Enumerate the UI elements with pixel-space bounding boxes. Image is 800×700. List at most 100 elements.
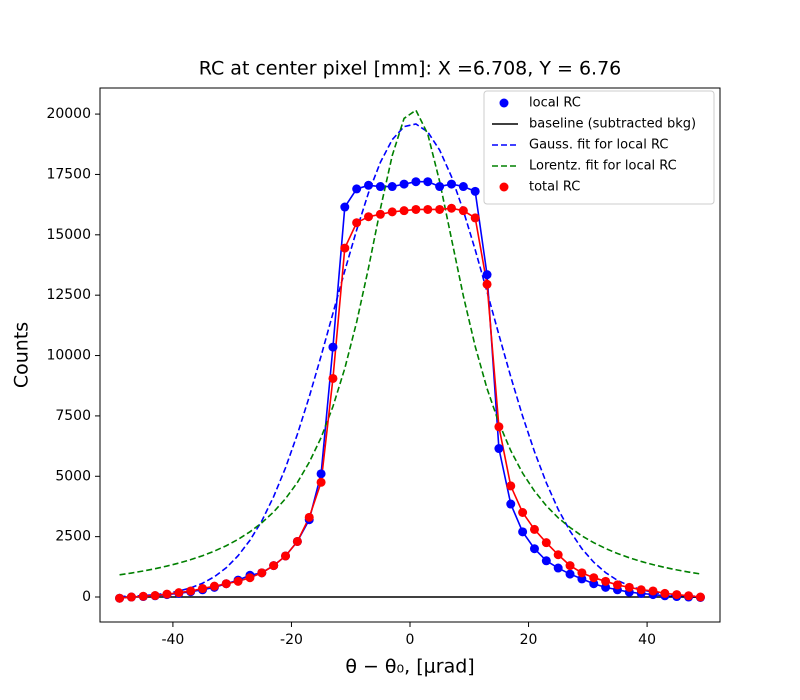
data-point: [198, 584, 208, 594]
data-point: [672, 590, 682, 600]
y-tick-label: 10000: [46, 348, 91, 364]
data-point: [245, 573, 255, 583]
data-point: [612, 580, 622, 590]
series-line: [119, 207, 701, 600]
data-point: [518, 527, 528, 537]
data-point: [174, 588, 184, 598]
data-point: [375, 182, 385, 192]
data-point: [352, 184, 362, 194]
data-point: [601, 576, 611, 586]
x-tick-label: -20: [280, 632, 303, 648]
data-point: [316, 469, 326, 479]
data-point: [186, 586, 196, 596]
legend-label: local RC: [529, 96, 581, 111]
legend-label: baseline (subtracted bkg): [529, 117, 696, 132]
data-point: [458, 206, 468, 216]
data-point: [162, 589, 172, 599]
data-point: [340, 202, 350, 212]
data-point: [446, 203, 456, 213]
x-tick-label: 0: [406, 632, 415, 648]
data-point: [364, 212, 374, 222]
legend: local RC baseline (subtracted bkg) Gauss. …: [483, 90, 715, 205]
data-point: [423, 177, 433, 187]
legend-box: [483, 90, 715, 205]
data-point: [269, 561, 279, 571]
data-point: [435, 182, 445, 192]
y-tick-label: 5000: [55, 468, 91, 484]
data-point: [648, 586, 658, 596]
y-tick-label: 12500: [46, 287, 91, 303]
data-point: [150, 591, 160, 601]
data-point: [435, 204, 445, 214]
data-point: [328, 342, 338, 352]
data-point: [387, 182, 397, 192]
data-point: [364, 180, 374, 190]
data-point: [340, 243, 350, 253]
legend-marker: [499, 98, 509, 108]
series-line: [119, 123, 701, 598]
data-point: [126, 592, 136, 602]
x-axis-label: θ − θ₀, [μrad]: [345, 656, 474, 678]
chart-title: RC at center pixel [mm]: X =6.708, Y = 6…: [199, 58, 622, 80]
y-tick-label: 7500: [55, 408, 91, 424]
x-tick-label: -40: [161, 632, 184, 648]
data-point: [695, 592, 705, 602]
data-point: [470, 213, 480, 223]
data-point: [138, 591, 148, 601]
data-point: [541, 538, 551, 548]
data-point: [281, 551, 291, 561]
data-point: [446, 179, 456, 189]
data-point: [399, 206, 409, 216]
data-point: [529, 524, 539, 534]
data-point: [458, 182, 468, 192]
legend-label: Lorentz. fit for local RC: [529, 159, 677, 174]
data-point: [316, 477, 326, 487]
legend-label: Gauss. fit for local RC: [529, 138, 668, 153]
y-tick-label: 15000: [46, 227, 91, 243]
data-point: [221, 579, 231, 589]
data-point: [660, 588, 670, 598]
data-point: [292, 536, 302, 546]
data-point: [565, 569, 575, 579]
series-line: [119, 109, 701, 576]
data-point: [494, 444, 504, 454]
data-point: [482, 279, 492, 289]
data-point: [553, 550, 563, 560]
y-tick-label: 17500: [46, 166, 91, 182]
series-line: [119, 180, 701, 600]
data-point: [411, 204, 421, 214]
data-point: [328, 373, 338, 383]
data-point: [624, 582, 634, 592]
data-point: [518, 507, 528, 517]
data-point: [352, 218, 362, 228]
y-tick-label: 0: [82, 589, 91, 605]
data-point: [375, 209, 385, 219]
data-point: [589, 573, 599, 583]
data-point: [506, 481, 516, 491]
data-point: [399, 179, 409, 189]
y-axis-label: Counts: [11, 322, 33, 388]
y-tick-label: 2500: [55, 529, 91, 545]
data-point: [541, 556, 551, 566]
data-point: [304, 512, 314, 522]
y-tick-label: 20000: [46, 106, 91, 122]
data-point: [257, 568, 267, 578]
data-point: [387, 207, 397, 217]
data-point: [423, 204, 433, 214]
data-point: [115, 593, 125, 603]
data-point: [553, 563, 563, 573]
data-point: [494, 422, 504, 432]
plot-frame: [99, 87, 721, 623]
x-tick-label: 40: [638, 632, 656, 648]
data-point: [411, 177, 421, 187]
data-point: [470, 186, 480, 196]
data-point: [233, 576, 243, 586]
data-point: [684, 591, 694, 601]
data-point: [506, 499, 516, 509]
x-tick-label: 20: [520, 632, 538, 648]
data-point: [565, 561, 575, 571]
legend-marker: [499, 182, 509, 192]
data-point: [577, 568, 587, 578]
